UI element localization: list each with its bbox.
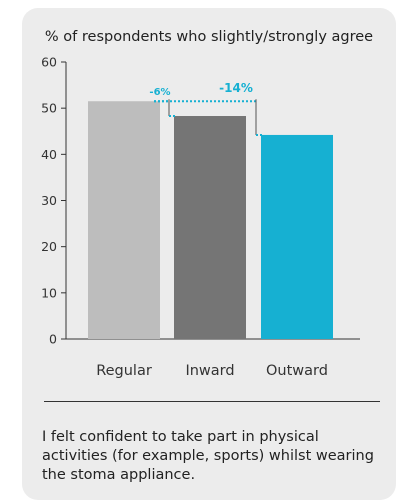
bar-inward — [174, 116, 246, 339]
y-tick-label: 30 — [41, 193, 57, 208]
x-tick-label: Inward — [185, 363, 234, 379]
chart-title: % of respondents who slightly/strongly a… — [44, 29, 374, 45]
x-tick-label: Outward — [266, 363, 328, 379]
y-tick-label: 40 — [41, 147, 57, 162]
y-tick-label: 60 — [41, 55, 57, 70]
diff-label: -6% — [149, 87, 170, 98]
y-tick-label: 10 — [41, 285, 57, 300]
bar-regular — [88, 101, 160, 339]
divider — [44, 401, 380, 402]
y-tick-label: 20 — [41, 239, 57, 254]
bar-outward — [261, 134, 333, 339]
diff-bracket — [154, 99, 262, 136]
diff-label: -14% — [219, 81, 253, 95]
survey-statement: I felt confident to take part in physica… — [42, 429, 374, 483]
y-tick-label: 0 — [49, 332, 57, 347]
y-tick-label: 50 — [41, 101, 57, 116]
x-tick-label: Regular — [96, 363, 152, 379]
